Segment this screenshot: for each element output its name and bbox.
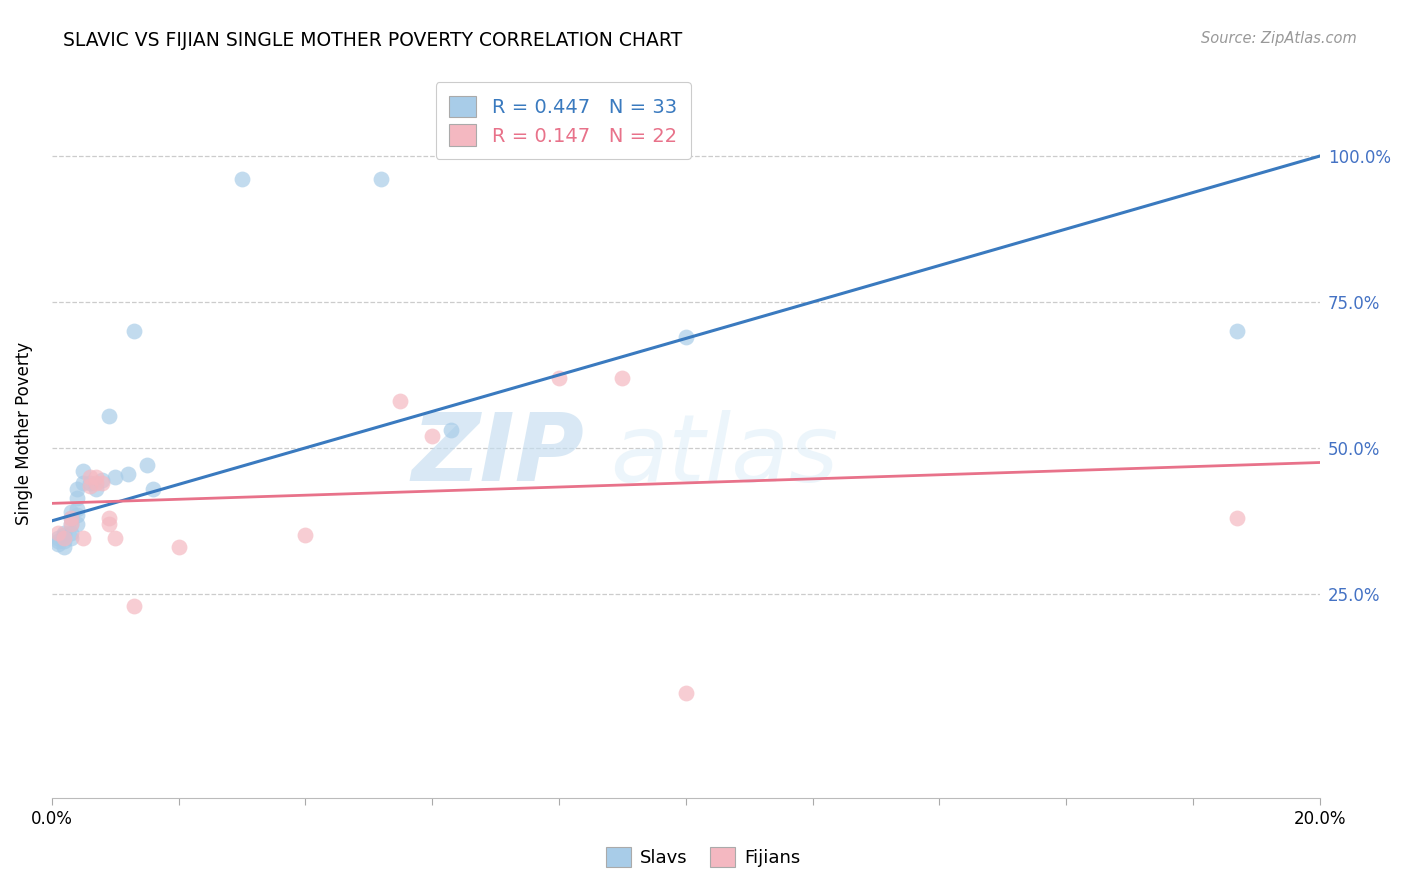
Point [72, 475, 94, 490]
Point [167, 540, 190, 554]
Point [104, 470, 127, 484]
Point [231, 172, 253, 186]
Point [46, 525, 69, 540]
Point [59, 511, 82, 525]
Point [1226, 511, 1249, 525]
Point [66, 491, 89, 505]
Point [72, 532, 94, 546]
Point [46, 537, 69, 551]
Point [548, 371, 571, 385]
Point [53, 525, 76, 540]
Point [53, 532, 76, 546]
Point [440, 424, 463, 438]
Point [72, 464, 94, 478]
Point [79, 479, 101, 493]
Point [97, 409, 120, 423]
Point [84, 475, 107, 490]
Point [675, 686, 697, 700]
Point [675, 330, 697, 344]
Point [53, 528, 76, 542]
Text: Source: ZipAtlas.com: Source: ZipAtlas.com [1201, 31, 1357, 46]
Point [46, 534, 69, 549]
Point [59, 532, 82, 546]
Point [84, 482, 107, 496]
Point [370, 172, 392, 186]
Point [79, 470, 101, 484]
Point [122, 599, 145, 613]
Y-axis label: Single Mother Poverty: Single Mother Poverty [15, 342, 32, 524]
Point [84, 470, 107, 484]
Point [420, 429, 443, 443]
Point [97, 516, 120, 531]
Point [66, 482, 89, 496]
Point [389, 394, 412, 409]
Point [59, 525, 82, 540]
Point [59, 516, 82, 531]
Legend: R = 0.447   N = 33, R = 0.147   N = 22: R = 0.447 N = 33, R = 0.147 N = 22 [436, 82, 690, 160]
Point [53, 540, 76, 554]
Point [97, 511, 120, 525]
Point [135, 458, 157, 473]
Point [66, 516, 89, 531]
Point [91, 473, 114, 487]
Point [59, 516, 82, 531]
Text: ZIP: ZIP [412, 409, 585, 501]
Point [66, 508, 89, 522]
Point [104, 532, 127, 546]
Point [53, 534, 76, 549]
Point [1226, 324, 1249, 338]
Point [122, 324, 145, 338]
Point [46, 532, 69, 546]
Point [79, 475, 101, 490]
Point [612, 371, 634, 385]
Point [59, 505, 82, 519]
Point [294, 528, 316, 542]
Point [91, 475, 114, 490]
Text: SLAVIC VS FIJIAN SINGLE MOTHER POVERTY CORRELATION CHART: SLAVIC VS FIJIAN SINGLE MOTHER POVERTY C… [63, 31, 682, 50]
Point [142, 482, 165, 496]
Point [66, 502, 89, 516]
Legend: Slavs, Fijians: Slavs, Fijians [598, 838, 808, 876]
Point [59, 511, 82, 525]
Point [117, 467, 139, 482]
Text: atlas: atlas [610, 409, 838, 500]
